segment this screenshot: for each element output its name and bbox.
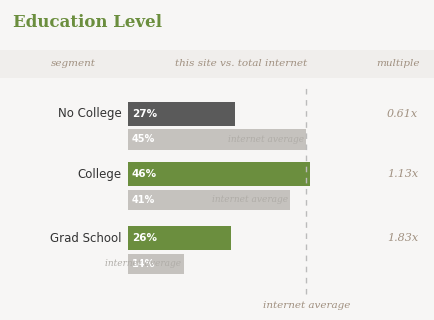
Bar — [128, 129, 306, 150]
Text: this site vs. total internet: this site vs. total internet — [175, 60, 307, 68]
Text: 41%: 41% — [132, 195, 155, 205]
Text: 45%: 45% — [132, 134, 155, 144]
Text: 1.13x: 1.13x — [386, 169, 417, 180]
Text: College: College — [78, 168, 122, 181]
Text: 0.61x: 0.61x — [386, 108, 417, 119]
Text: Education Level: Education Level — [13, 14, 162, 31]
Text: multiple: multiple — [375, 60, 419, 68]
Text: internet average: internet average — [105, 260, 181, 268]
Text: internet average: internet average — [211, 196, 287, 204]
Bar — [128, 253, 183, 275]
Bar — [128, 227, 230, 250]
Text: 27%: 27% — [132, 108, 157, 119]
Text: internet average: internet average — [227, 135, 303, 144]
Text: No College: No College — [58, 107, 122, 120]
Bar — [128, 189, 290, 211]
Text: 1.83x: 1.83x — [386, 233, 417, 244]
Text: Grad School: Grad School — [50, 232, 122, 245]
Text: segment: segment — [51, 60, 95, 68]
Text: 46%: 46% — [132, 169, 157, 180]
Text: internet average: internet average — [262, 301, 349, 310]
Bar — [128, 162, 309, 186]
Text: 14%: 14% — [132, 259, 155, 269]
Bar — [0, 50, 434, 78]
Text: 26%: 26% — [132, 233, 156, 244]
Bar — [128, 102, 234, 125]
